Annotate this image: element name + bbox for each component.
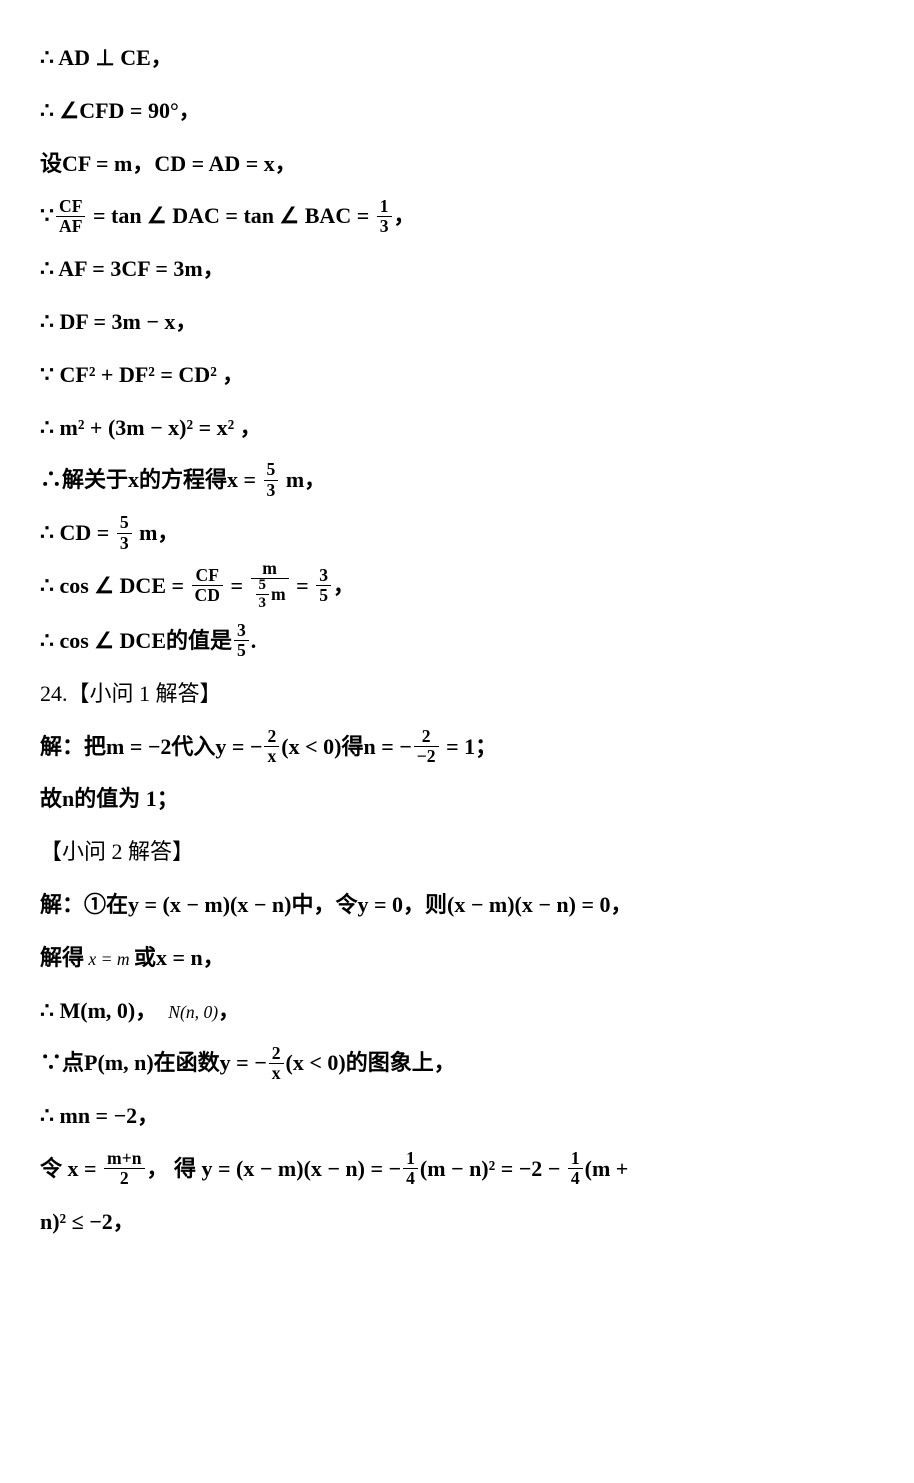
step-line: 设CF = m，CD = AD = x， <box>40 138 874 191</box>
step-line: ∴ M(m, 0)， N(n, 0)， <box>40 985 874 1038</box>
denominator: CD <box>192 586 223 605</box>
text: ∴ cos ∠ DCE的值是 <box>40 628 232 653</box>
text: ， <box>218 998 240 1023</box>
fraction: 53 <box>117 513 132 553</box>
text: = <box>225 573 249 598</box>
denominator: 5 <box>316 586 331 605</box>
fraction: m+n2 <box>104 1149 144 1189</box>
step-line: ∴ cos ∠ DCE = CFCD = m53m = 35， <box>40 560 874 615</box>
numerator: 1 <box>403 1149 418 1169</box>
fraction: 53 <box>256 577 269 611</box>
text: (x < 0)的图象上， <box>286 1050 456 1075</box>
text: (m + <box>585 1156 629 1181</box>
numerator: CF <box>192 566 223 586</box>
fraction: 14 <box>568 1149 583 1189</box>
fraction: CFAF <box>56 197 85 237</box>
step-line: 解：把m = −2代入y = −2x(x < 0)得n = −2−2 = 1； <box>40 721 874 774</box>
text: 解得 <box>40 945 84 970</box>
text: = tan ∠ DAC = tan ∠ BAC = <box>87 203 374 228</box>
denominator: 2 <box>104 1169 144 1188</box>
step-line: n)² ≤ −2， <box>40 1196 874 1249</box>
denominator: 5 <box>234 641 249 660</box>
numerator: 1 <box>568 1149 583 1169</box>
numerator: 3 <box>234 621 249 641</box>
step-line: ∴ CD = 53 m， <box>40 507 874 560</box>
numerator: 5 <box>256 577 269 594</box>
step-line: ∴解关于x的方程得x = 53 m， <box>40 454 874 507</box>
text: m， <box>280 467 326 492</box>
denominator: 4 <box>403 1169 418 1188</box>
numerator: m+n <box>104 1149 144 1169</box>
step-line: ∵ CF² + DF² = CD² ， <box>40 349 874 402</box>
fraction: 2x <box>264 727 279 767</box>
numerator: 2 <box>414 727 439 747</box>
numerator: 5 <box>264 460 279 480</box>
denominator: 3 <box>377 217 392 236</box>
denominator: 4 <box>568 1169 583 1188</box>
fraction: 13 <box>377 197 392 237</box>
text: ∴ M(m, 0)， <box>40 998 157 1023</box>
numerator: m <box>251 559 289 579</box>
denominator: x <box>269 1064 284 1083</box>
denominator: 3 <box>256 595 269 611</box>
step-line: ∴ m² + (3m − x)² = x² ， <box>40 402 874 455</box>
step-line: ∴ AD ⊥ CE， <box>40 32 874 85</box>
text: ∴ CD = <box>40 520 115 545</box>
step-line: 解：①在y = (x − m)(x − n)中，令y = 0，则(x − m)(… <box>40 879 874 932</box>
text: 令 x = <box>40 1156 102 1181</box>
numerator: 2 <box>264 727 279 747</box>
step-line: ∵CFAF = tan ∠ DAC = tan ∠ BAC = 13， <box>40 190 874 243</box>
text: ∴ cos ∠ DCE = <box>40 573 190 598</box>
text: (m − n)² = −2 − <box>420 1156 566 1181</box>
step-line: ∴ mn = −2， <box>40 1090 874 1143</box>
denominator: 53m <box>251 579 289 613</box>
text: ， <box>333 573 355 598</box>
fraction: 14 <box>403 1149 418 1189</box>
fraction: 35 <box>234 621 249 661</box>
step-line: ∴ AF = 3CF = 3m， <box>40 243 874 296</box>
numerator: 3 <box>316 566 331 586</box>
text: 或x = n， <box>134 945 225 970</box>
question-header: 24.【小问 1 解答】 <box>40 668 874 721</box>
numerator: 5 <box>117 513 132 533</box>
text: ， <box>394 203 416 228</box>
step-line: ∴ ∠CFD = 90°， <box>40 85 874 138</box>
small-text: x = m <box>84 949 134 969</box>
step-line: 令 x = m+n2， 得 y = (x − m)(x − n) = −14(m… <box>40 1143 874 1196</box>
denominator: AF <box>56 217 85 236</box>
denominator: 3 <box>117 534 132 553</box>
fraction: 35 <box>316 566 331 606</box>
text: ∵ <box>40 203 54 228</box>
text: 解：把m = −2代入y = − <box>40 734 262 759</box>
text: = <box>291 573 315 598</box>
fraction: 2x <box>269 1044 284 1084</box>
step-line: 故n的值为 1； <box>40 773 874 826</box>
small-text: N(n, 0) <box>168 1002 218 1022</box>
fraction: m53m <box>251 559 289 613</box>
denominator: 3 <box>264 481 279 500</box>
step-line: ∴ DF = 3m − x， <box>40 296 874 349</box>
fraction: 53 <box>264 460 279 500</box>
step-line: 解得 x = m 或x = n， <box>40 932 874 985</box>
numerator: 1 <box>377 197 392 217</box>
numerator: CF <box>56 197 85 217</box>
numerator: 2 <box>269 1044 284 1064</box>
text: m <box>271 584 286 604</box>
text: (x < 0)得n = − <box>281 734 412 759</box>
question-header: 【小问 2 解答】 <box>40 826 874 879</box>
fraction: 2−2 <box>414 727 439 767</box>
text: ， 得 y = (x − m)(x − n) = − <box>147 1156 402 1181</box>
step-line: ∵点P(m, n)在函数y = −2x(x < 0)的图象上， <box>40 1037 874 1090</box>
text: . <box>251 628 257 653</box>
text: m， <box>134 520 180 545</box>
denominator: −2 <box>414 747 439 766</box>
text: ∴解关于x的方程得x = <box>40 467 262 492</box>
text: = 1； <box>441 734 498 759</box>
text: ∵点P(m, n)在函数y = − <box>40 1050 267 1075</box>
step-line: ∴ cos ∠ DCE的值是35. <box>40 615 874 668</box>
fraction: CFCD <box>192 566 223 606</box>
denominator: x <box>264 747 279 766</box>
